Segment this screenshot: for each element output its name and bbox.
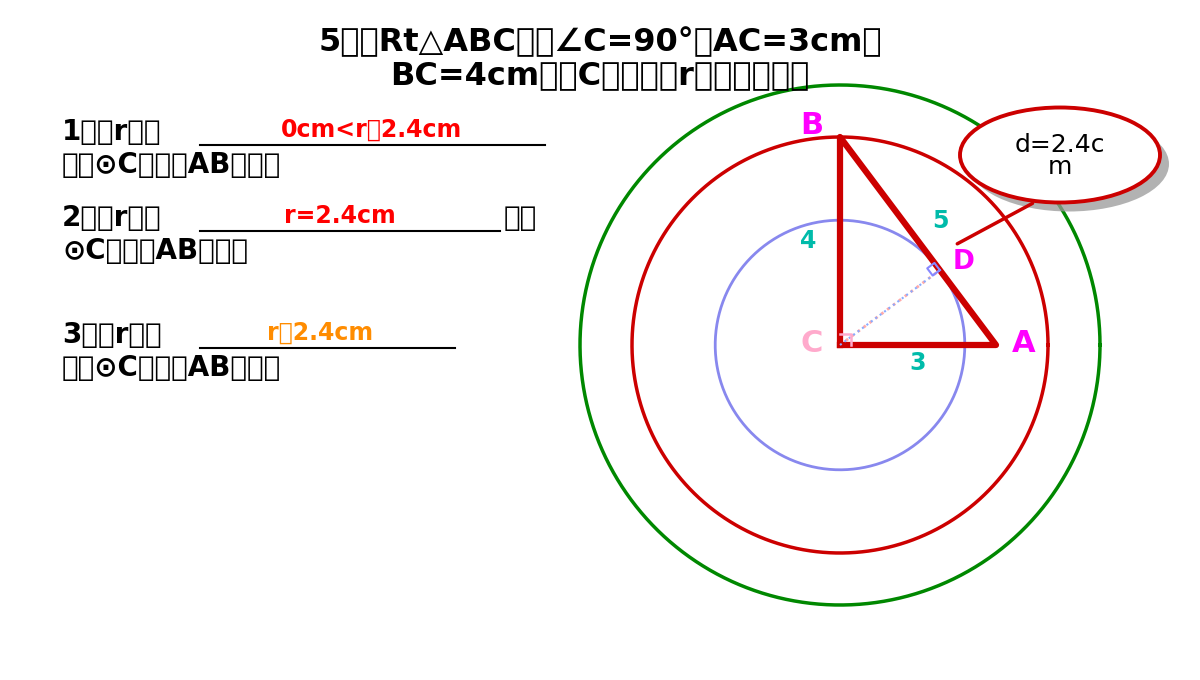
Text: ⊙C与直线AB相切。: ⊙C与直线AB相切。	[62, 237, 248, 265]
Text: 5、在Rt△ABC中，∠C=90°，AC=3cm，: 5、在Rt△ABC中，∠C=90°，AC=3cm，	[318, 27, 882, 58]
Text: A: A	[1012, 328, 1036, 358]
Text: BC=4cm，以C为圆心，r为半径作圆。: BC=4cm，以C为圆心，r为半径作圆。	[390, 61, 810, 92]
Text: 0cm<r＜2.4cm: 0cm<r＜2.4cm	[281, 118, 463, 142]
Text: r=2.4cm: r=2.4cm	[284, 204, 396, 228]
Text: 5: 5	[931, 209, 948, 233]
Text: m: m	[1048, 155, 1072, 179]
Text: 时，⊙C与直线AB相离。: 时，⊙C与直线AB相离。	[62, 151, 281, 179]
Text: B: B	[800, 110, 823, 139]
Ellipse shape	[960, 107, 1160, 203]
Text: 4: 4	[800, 229, 816, 253]
Text: 1、当r满足: 1、当r满足	[62, 118, 162, 146]
Text: 3、当r满足: 3、当r满足	[62, 321, 162, 349]
Text: 时，: 时，	[504, 204, 538, 232]
Text: r＞2.4cm: r＞2.4cm	[266, 321, 373, 345]
Text: d=2.4c: d=2.4c	[1015, 133, 1105, 157]
Text: 2、当r满足: 2、当r满足	[62, 204, 162, 232]
Ellipse shape	[970, 116, 1169, 211]
Text: C: C	[800, 328, 823, 358]
Text: 3: 3	[910, 351, 926, 375]
Text: D: D	[953, 249, 974, 275]
Text: 时，⊙C与直线AB相交。: 时，⊙C与直线AB相交。	[62, 354, 281, 382]
